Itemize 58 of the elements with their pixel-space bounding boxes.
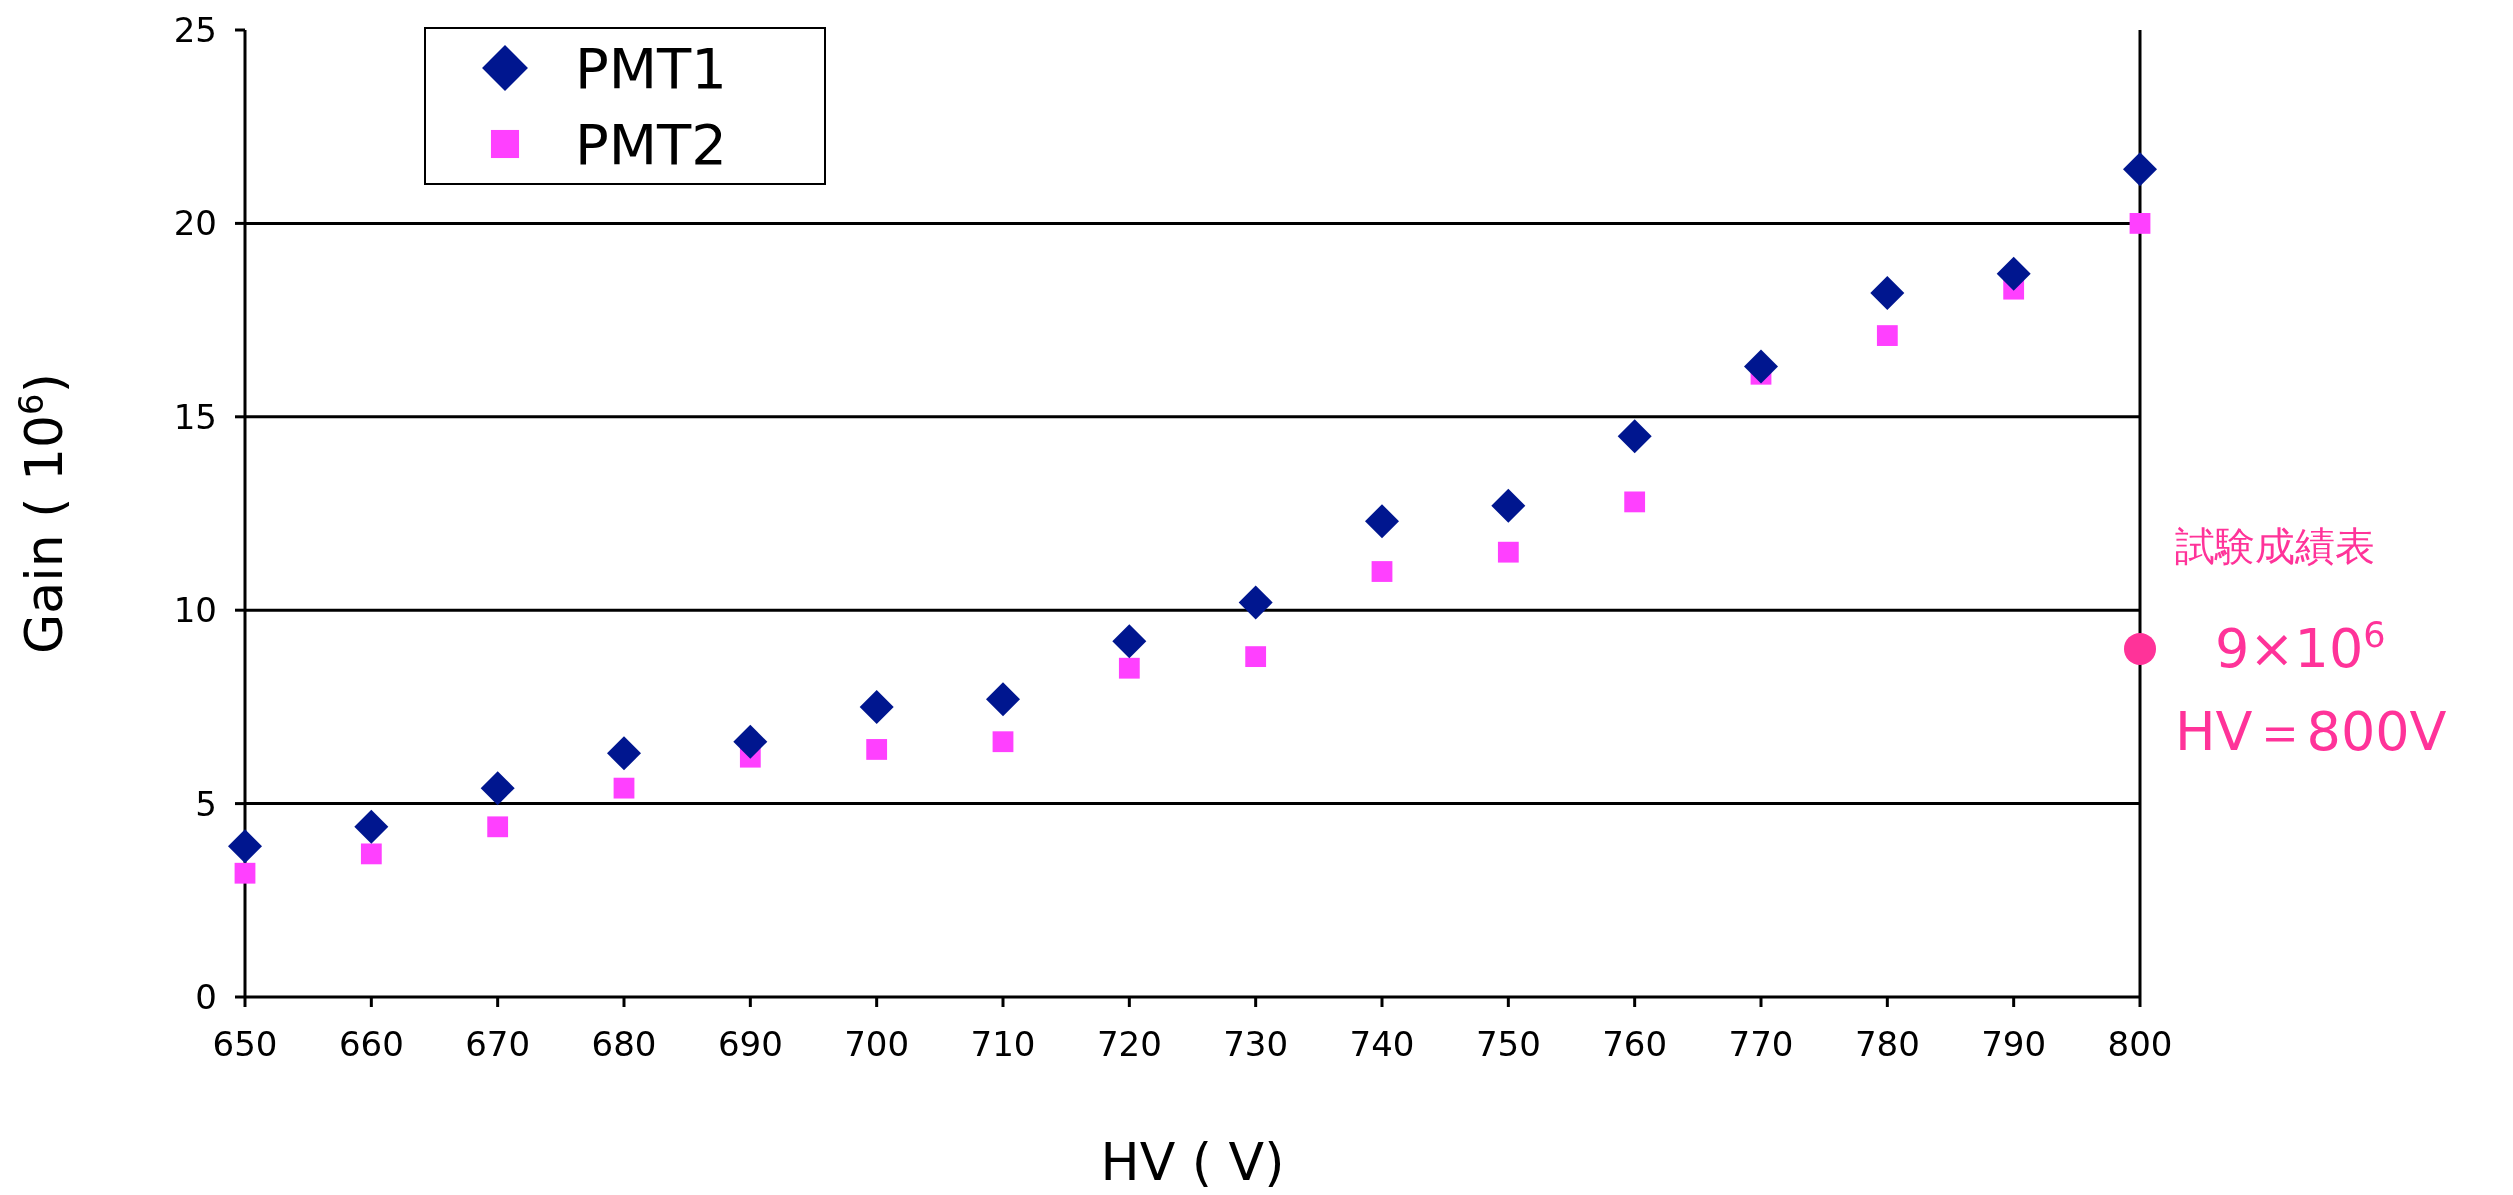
x-tick-label: 720 (1096, 1024, 1162, 1064)
text: HV＝800V (2175, 700, 2447, 763)
point (228, 829, 262, 864)
y-tick-label: 25 (173, 10, 217, 50)
x-tick-label: 800 (2107, 1024, 2173, 1064)
x-tick-label: 660 (338, 1024, 404, 1064)
point (480, 771, 515, 806)
point (1876, 325, 1898, 346)
point (1371, 561, 1393, 582)
x-tick-label: 780 (1854, 1024, 1920, 1064)
point (859, 689, 894, 724)
x-tick-label: 680 (591, 1024, 657, 1064)
point (992, 731, 1014, 753)
annotation: 9×10$^{6}$ (2215, 613, 2386, 680)
point (2124, 632, 2156, 665)
x-tick-label: 740 (1349, 1024, 1415, 1064)
x-tick-label: 700 (844, 1024, 910, 1064)
point (1497, 541, 1519, 563)
point (487, 816, 509, 838)
point (1744, 349, 1778, 384)
point (1118, 657, 1140, 679)
x-tick-label: 730 (1223, 1024, 1289, 1064)
point (1617, 419, 1652, 454)
point (2129, 213, 2151, 234)
y-tick-label: 15 (173, 396, 217, 437)
point (986, 682, 1020, 717)
x-tick-label: 670 (465, 1024, 531, 1064)
point (733, 724, 768, 759)
y-tick-label: 5 (195, 783, 217, 824)
point (1870, 276, 1905, 311)
x-axis-title: HV ( V) (1100, 1132, 1285, 1192)
point (1365, 504, 1399, 539)
y-tick-label: 10 (173, 590, 217, 631)
point (1624, 491, 1646, 513)
x-tick-label: 690 (717, 1024, 783, 1064)
point (1996, 256, 2031, 291)
y-tick-label: 20 (173, 203, 217, 244)
text: 試験成績表 (2175, 523, 2375, 569)
legend-label: PMT1 (575, 36, 727, 101)
point (1245, 646, 1267, 668)
point (607, 736, 641, 771)
y-tick-label: 0 (195, 977, 217, 1017)
x-tick-label: 770 (1728, 1024, 1794, 1064)
point (1238, 585, 1273, 620)
point (360, 843, 382, 865)
x-tick-label: 790 (1981, 1024, 2047, 1064)
x-tick-label: 760 (1602, 1024, 1668, 1064)
x-tick-label: 650 (212, 1024, 278, 1064)
point (613, 777, 635, 799)
point (354, 809, 389, 844)
point (866, 739, 888, 760)
point (234, 862, 256, 884)
legend-label: PMT2 (575, 112, 727, 177)
point (1491, 488, 1526, 523)
point (2123, 152, 2157, 187)
point (1112, 624, 1147, 659)
x-tick-label: 750 (1475, 1024, 1541, 1064)
x-tick-label: 710 (970, 1024, 1036, 1064)
